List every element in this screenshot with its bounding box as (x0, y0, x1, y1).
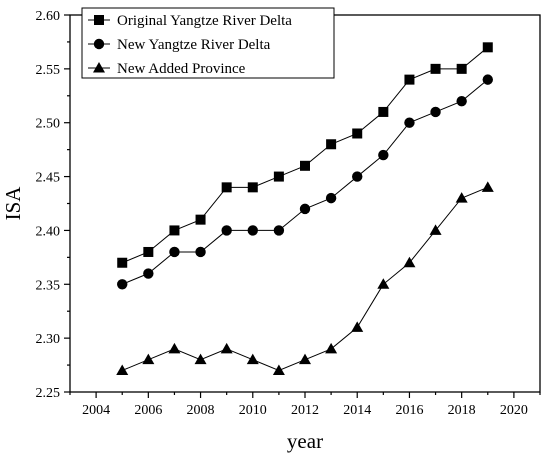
data-point-square (482, 42, 493, 53)
legend-marker-square (94, 15, 104, 25)
data-point-triangle (325, 342, 338, 354)
data-point-square (195, 214, 206, 225)
y-tick-label: 2.50 (36, 117, 61, 132)
legend: Original Yangtze River Delta New Yangtze … (81, 7, 335, 79)
data-point-circle (117, 279, 128, 290)
data-point-square (247, 182, 258, 193)
y-tick-label: 2.45 (36, 171, 61, 186)
data-point-triangle (142, 353, 155, 365)
legend-label: New Yangtze River Delta (117, 37, 271, 53)
series-line-triangle (122, 186, 488, 371)
data-point-triangle (116, 364, 129, 375)
data-point-triangle (455, 192, 468, 203)
legend-marker-triangle (93, 62, 105, 73)
legend-box (81, 7, 335, 79)
data-point-triangle (220, 342, 233, 354)
data-point-square (430, 63, 441, 74)
data-point-circle (352, 171, 363, 182)
data-point-square (352, 128, 363, 139)
data-point-triangle (246, 353, 259, 365)
data-point-circle (273, 225, 285, 236)
data-point-triangle (168, 342, 181, 354)
plot-area: 2004 2006 2008 2010 2012 2014 2016 2018 2020 2.25… (36, 9, 541, 418)
x-tick-label: 2020 (500, 403, 528, 418)
y-tick-label: 2.60 (36, 9, 61, 24)
legend-marker-circle (93, 38, 105, 50)
x-axis-title: year (287, 429, 323, 453)
data-point-square (221, 182, 232, 193)
data-point-triangle (429, 224, 442, 235)
x-tick-label: 2010 (239, 403, 267, 418)
data-point-square (143, 246, 154, 257)
x-tick-label: 2008 (187, 403, 215, 418)
data-point-circle (325, 192, 337, 204)
data-point-square (378, 106, 389, 117)
data-point-triangle (194, 353, 207, 365)
x-tick-label: 2012 (291, 403, 319, 418)
data-point-circle (143, 268, 154, 279)
data-point-square (117, 257, 128, 268)
data-point-circle (430, 106, 441, 118)
y-tick-label: 2.55 (36, 63, 61, 78)
legend-label: Original Yangtze River Delta (117, 13, 292, 29)
x-tick-label: 2006 (134, 403, 162, 418)
y-tick-label: 2.35 (36, 278, 61, 293)
data-point-triangle (481, 181, 494, 192)
x-tick-label: 2014 (343, 403, 371, 418)
data-point-triangle (351, 321, 364, 332)
data-point-triangle (377, 278, 390, 289)
data-point-square (404, 74, 415, 85)
data-point-triangle (403, 256, 416, 268)
data-point-circle (378, 149, 389, 161)
y-tick-label: 2.30 (36, 332, 61, 347)
data-point-square (169, 225, 180, 236)
data-point-square (273, 171, 284, 182)
y-axis-title: ISA (1, 186, 25, 221)
data-point-triangle (272, 364, 285, 375)
data-point-circle (221, 225, 232, 236)
data-point-square (456, 63, 467, 74)
y-tick-label: 2.25 (36, 386, 61, 401)
data-point-circle (247, 225, 258, 236)
x-tick-label: 2018 (448, 403, 476, 418)
data-point-circle (404, 117, 415, 128)
data-point-square (300, 160, 310, 171)
y-tick-label: 2.40 (36, 224, 61, 239)
data-point-square (326, 139, 337, 150)
x-tick-label: 2016 (395, 403, 423, 418)
data-point-circle (195, 246, 206, 258)
legend-label: New Added Province (117, 61, 246, 77)
data-point-triangle (299, 353, 311, 365)
data-point-circle (456, 95, 467, 107)
x-tick-label: 2004 (82, 403, 110, 418)
data-point-circle (482, 74, 493, 85)
data-point-circle (169, 246, 180, 258)
data-point-circle (299, 203, 311, 215)
